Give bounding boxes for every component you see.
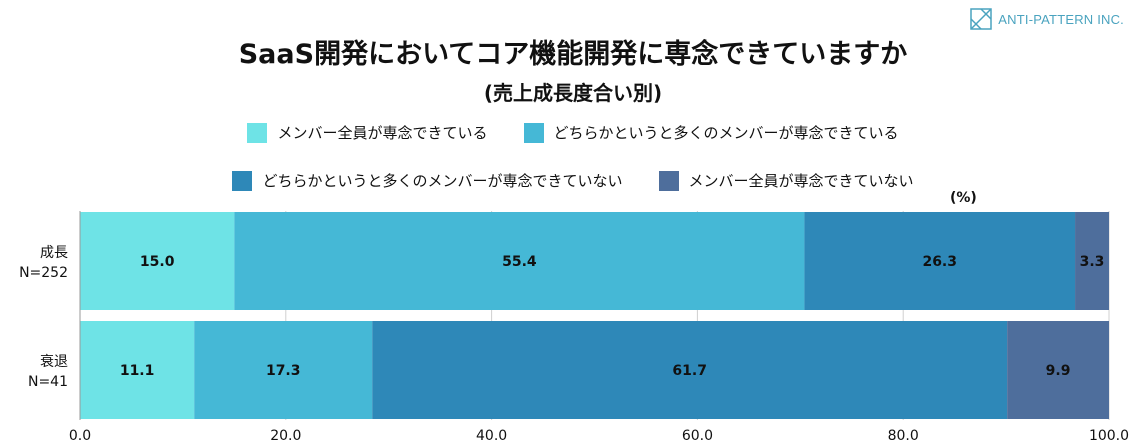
bar-segment [194, 321, 373, 419]
data-label: 17.3 [266, 363, 301, 379]
brand-logo-icon [970, 8, 993, 30]
legend-swatch [658, 170, 679, 191]
data-label: 11.1 [120, 363, 155, 379]
chart-subtitle: (売上成長度合い別) [483, 81, 663, 105]
data-label: 9.9 [1046, 363, 1071, 379]
category-label: 衰退 [40, 353, 68, 370]
bar-segment [372, 321, 1008, 419]
data-label: 61.7 [672, 363, 707, 379]
legend-row-1: メンバー全員が専念できている どちらかというと多くのメンバーが専念できている [0, 122, 1146, 143]
chart-title: SaaS開発においてコア機能開発に専念できていますか [238, 39, 908, 70]
brand-name: ANTI-PATTERN INC. [998, 11, 1124, 27]
x-tick-label: 40.0 [476, 428, 507, 444]
data-label: 15.0 [140, 254, 175, 270]
category-label: 成長 [40, 245, 68, 261]
x-tick-label: 0.0 [69, 428, 91, 444]
legend-swatch [247, 122, 268, 143]
category-n-label: N=41 [28, 374, 68, 390]
legend-label: メンバー全員が専念できていない [688, 172, 914, 190]
data-label: 26.3 [922, 254, 957, 270]
bar-segment [80, 321, 195, 419]
legend-item: メンバー全員が専念できていない [658, 170, 914, 191]
legend-item: どちらかというと多くのメンバーが専念できている [523, 122, 899, 143]
legend-label: どちらかというと多くのメンバーが専念できていない [262, 172, 623, 190]
data-label: 55.4 [502, 254, 537, 270]
bar-segment [1007, 321, 1109, 419]
legend-item: メンバー全員が専念できている [247, 122, 488, 143]
x-tick-label: 80.0 [888, 428, 919, 444]
legend-item: どちらかというと多くのメンバーが専念できていない [232, 170, 623, 191]
x-tick-label: 20.0 [270, 428, 301, 444]
brand-logo: ANTI-PATTERN INC. [970, 8, 1124, 30]
legend-swatch [232, 170, 253, 191]
unit-label: (%) [950, 190, 977, 206]
legend-row-2: どちらかというと多くのメンバーが専念できていない メンバー全員が専念できていない [0, 170, 1146, 191]
legend-label: メンバー全員が専念できている [277, 124, 488, 142]
x-tick-label: 60.0 [682, 428, 713, 444]
legend-swatch [523, 122, 544, 143]
bar-segment [234, 212, 805, 310]
category-n-label: N=252 [19, 265, 68, 281]
data-label: 3.3 [1080, 254, 1105, 270]
x-tick-label: 100.0 [1089, 428, 1129, 444]
legend-label: どちらかというと多くのメンバーが専念できている [553, 124, 899, 142]
bar-segment [1075, 212, 1109, 310]
bar-segment [804, 212, 1076, 310]
bar-segment [80, 212, 235, 310]
